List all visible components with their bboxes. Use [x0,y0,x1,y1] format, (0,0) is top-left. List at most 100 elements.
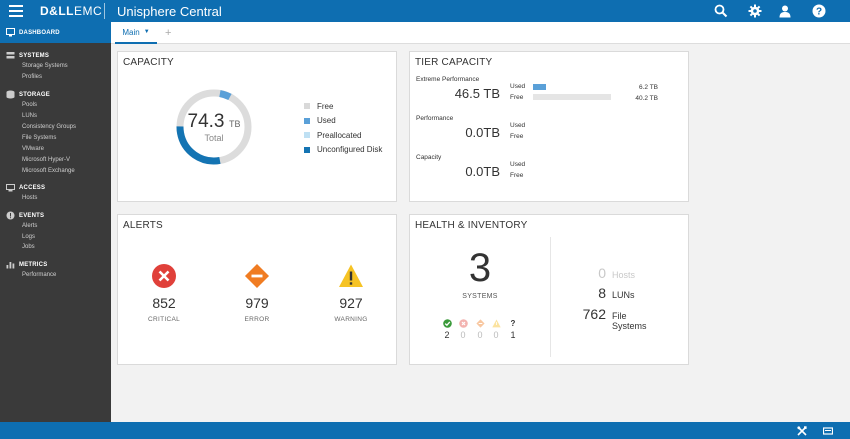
section-label: EVENTS [19,212,45,219]
inventory-count: 0 [598,265,606,281]
status-count: 2 [444,330,450,340]
status-warning[interactable]: 0 [488,319,504,340]
inventory-count: 762 [582,306,606,322]
help-icon[interactable]: ? [812,4,826,18]
total-capacity-value: 74.3 [187,110,225,132]
sidebar-item-vmware[interactable]: VMware [22,146,45,152]
legend-label: Unconfigured Disk [317,145,383,155]
sidebar-section-metrics[interactable]: METRICS [6,260,47,269]
sidebar-item-exchange[interactable]: Microsoft Exchange [22,168,75,174]
sidebar-item-logs[interactable]: Logs [22,234,36,240]
alert-label: CRITICAL [147,316,180,323]
search-icon[interactable] [714,4,728,18]
tier-name: Performance [416,115,454,122]
tier-used-bar [533,84,547,90]
status-unknown[interactable]: ? 1 [505,319,521,340]
capacity-donut: 74.3 TB Total [174,87,254,167]
status-count: 1 [510,330,516,340]
critical-icon [458,319,468,328]
error-icon [475,319,485,328]
tier-name: Extreme Performance [416,76,480,83]
dashboard-icon [6,28,15,37]
ok-icon [442,319,452,328]
alert-error[interactable]: 979 ERROR [222,263,292,323]
sidebar-item-file-systems[interactable]: File Systems [22,135,57,141]
sidebar-item-pools[interactable]: Pools [22,102,38,108]
chevron-down-icon[interactable]: ▼ [143,29,150,35]
sidebar-item-performance[interactable]: Performance [22,272,57,278]
capacity-legend: Free Used Preallocated Unconfigured Disk [304,99,382,157]
status-ok[interactable]: 2 [439,319,455,340]
sidebar-item-storage-systems[interactable]: Storage Systems [22,63,68,69]
alert-label: WARNING [334,316,368,323]
capacity-panel: CAPACITY 74.3 TB Total Free Used Preallo… [117,51,397,202]
user-icon[interactable] [778,4,792,18]
sidebar-item-hyper-v[interactable]: Microsoft Hyper-V [22,157,71,163]
systems-label: SYSTEMS [462,293,498,300]
status-error[interactable]: 0 [472,319,488,340]
legend-swatch [304,146,310,153]
sidebar-item-luns[interactable]: LUNs [22,113,38,119]
sidebar-item-consistency-groups[interactable]: Consistency Groups [22,124,77,130]
inventory-label: Hosts [612,270,636,280]
access-icon [6,183,15,192]
sidebar-section-events[interactable]: EVENTS [6,211,44,220]
donut-chart [176,89,252,165]
panel-title: HEALTH & INVENTORY [415,220,528,231]
section-label: STORAGE [19,91,50,98]
panel-title: ALERTS [123,220,163,231]
console-icon[interactable] [823,426,833,436]
tier-free-label: Free [510,172,524,179]
alert-warning[interactable]: 927 WARNING [316,263,386,323]
status-count: 0 [493,330,499,340]
alert-count: 852 [152,295,176,311]
inventory-file-systems[interactable]: 762 File Systems [576,306,662,331]
sidebar-section-access[interactable]: ACCESS [6,183,45,192]
systems-count[interactable]: 3 [468,246,492,290]
storage-icon [6,90,15,99]
sidebar-item-dashboard[interactable]: DASHBOARD [0,22,111,43]
sidebar-item-jobs[interactable]: Jobs [22,244,35,250]
legend-label: Free [317,101,334,111]
unknown-icon: ? [510,319,516,328]
alert-count: 927 [339,295,363,311]
status-critical[interactable]: 0 [455,319,471,340]
inventory-label: LUNs [612,290,635,300]
tier-capacity-panel: TIER CAPACITY Extreme Performance 46.5 T… [409,51,689,202]
metrics-icon [6,260,15,269]
gear-icon[interactable] [748,4,762,18]
legend-item-free: Free [304,99,382,114]
section-label: METRICS [19,261,48,268]
legend-swatch [304,117,310,124]
systems-icon [6,51,15,60]
alert-critical[interactable]: 852 CRITICAL [129,263,199,323]
add-tab-button[interactable]: + [165,27,172,39]
inventory-luns[interactable]: 8 LUNs [576,285,662,301]
donut-center: 74.3 TB Total [174,87,254,167]
sidebar-item-alerts[interactable]: Alerts [22,223,38,229]
sidebar-section-systems[interactable]: SYSTEMS [6,51,49,60]
donut-unconfigured-arc [176,89,252,165]
app-title: Unisphere Central [117,4,222,19]
sidebar-section-storage[interactable]: STORAGE [6,90,50,99]
sidebar-item-hosts[interactable]: Hosts [22,195,38,201]
status-count: 0 [477,330,483,340]
tier-used-label: Used [510,161,526,168]
error-icon [244,263,270,289]
warning-icon [338,263,364,289]
tier-value: 0.0TB [465,125,500,140]
tier-used-label: Used [510,122,526,129]
tools-icon[interactable] [797,426,807,436]
tier-used-value: 6.2 TB [638,84,658,91]
sidebar-item-profiles[interactable]: Profiles [22,74,43,80]
bottom-bar [0,422,850,439]
menu-icon[interactable] [9,5,23,17]
inventory-hosts[interactable]: 0 Hosts [576,265,662,281]
header-divider [104,3,105,19]
legend-item-preallocated: Preallocated [304,128,382,143]
tab-main[interactable]: Main ▼ [115,22,157,44]
legend-item-unconfigured: Unconfigured Disk [304,143,382,158]
status-count: 0 [460,330,466,340]
brand-logo: D&LLEMC [40,4,103,18]
alert-count: 979 [245,295,269,311]
